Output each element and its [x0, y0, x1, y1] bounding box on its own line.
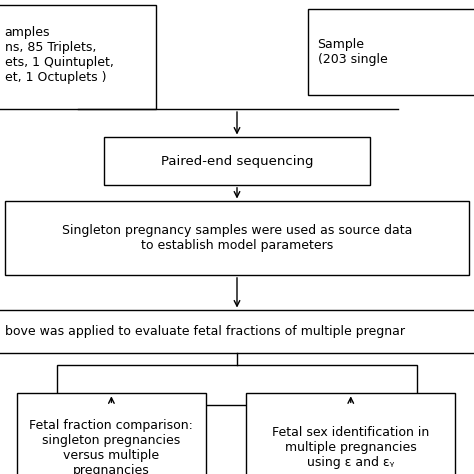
Bar — [104, 137, 370, 185]
Text: amples
ns, 85 Triplets,
ets, 1 Quintuplet,
et, 1 Octuplets ): amples ns, 85 Triplets, ets, 1 Quintuple… — [5, 26, 114, 83]
Bar — [5, 201, 469, 275]
Bar — [17, 393, 206, 474]
Bar — [246, 393, 455, 474]
Text: Paired-end sequencing: Paired-end sequencing — [161, 155, 313, 168]
Bar — [0, 5, 156, 109]
Text: Singleton pregnancy samples were used as source data
to establish model paramete: Singleton pregnancy samples were used as… — [62, 224, 412, 252]
Bar — [57, 365, 417, 405]
Text: bove was applied to evaluate fetal fractions of multiple pregnar: bove was applied to evaluate fetal fract… — [5, 325, 405, 338]
Bar — [0, 310, 474, 353]
Text: Sample
(203 single: Sample (203 single — [318, 38, 387, 66]
Text: Fetal sex identification in
multiple pregnancies
using ε and εᵧ: Fetal sex identification in multiple pre… — [272, 427, 429, 469]
Text: Fetal fraction comparison:
singleton pregnancies
versus multiple
pregnancies: Fetal fraction comparison: singleton pre… — [29, 419, 193, 474]
Bar — [308, 9, 474, 95]
